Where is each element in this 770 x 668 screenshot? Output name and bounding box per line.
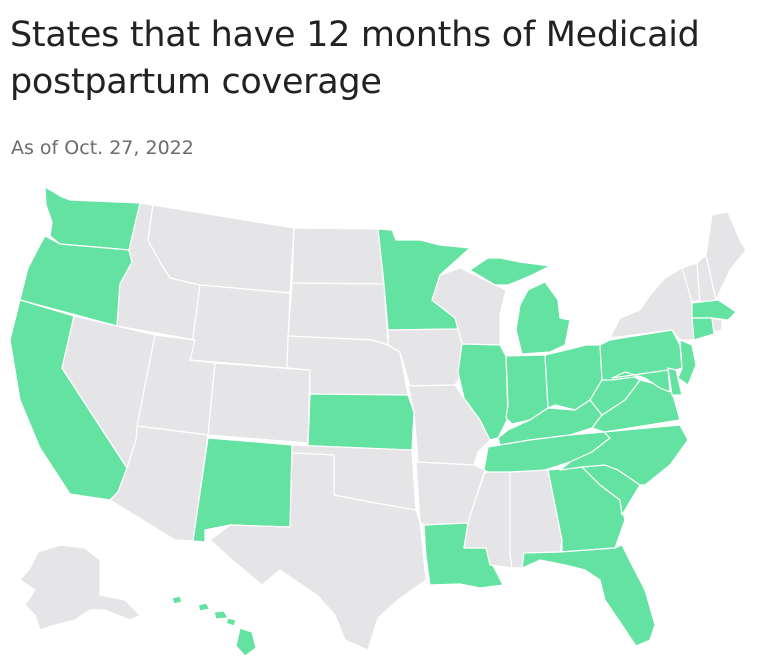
state-ND	[291, 227, 385, 285]
state-HI	[171, 595, 257, 657]
state-WY	[189, 284, 291, 369]
state-ME	[705, 211, 747, 301]
chart-title: States that have 12 months of Medicaid p…	[10, 15, 700, 102]
state-NC	[559, 424, 689, 486]
state-IL	[457, 343, 509, 441]
state-MI	[469, 257, 571, 355]
state-CT	[691, 317, 715, 341]
state-RI	[711, 317, 723, 333]
state-FL	[521, 544, 656, 647]
chart-subtitle: As of Oct. 27, 2022	[11, 137, 194, 159]
state-CO	[207, 362, 311, 444]
us-map	[0, 180, 770, 668]
state-DE	[667, 367, 683, 396]
state-NJ	[677, 339, 697, 386]
state-AK	[19, 544, 141, 631]
state-MA	[691, 299, 737, 321]
state-WA	[44, 186, 141, 251]
state-TX	[209, 452, 427, 651]
state-MO	[407, 384, 491, 466]
state-SD	[287, 282, 389, 346]
state-WI	[431, 267, 507, 346]
state-KS	[307, 393, 415, 451]
